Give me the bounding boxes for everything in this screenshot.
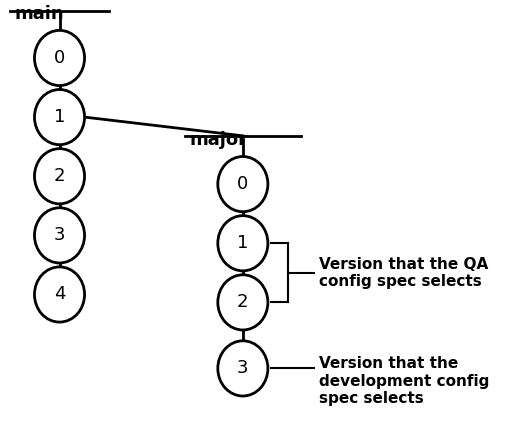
Text: 4: 4	[54, 285, 65, 304]
Text: 3: 3	[237, 360, 248, 377]
Circle shape	[218, 216, 268, 271]
Text: 0: 0	[54, 49, 65, 67]
Text: Version that the QA
config spec selects: Version that the QA config spec selects	[319, 257, 488, 289]
Circle shape	[35, 31, 84, 86]
Text: main: main	[15, 6, 65, 23]
Circle shape	[218, 275, 268, 330]
Text: major: major	[189, 131, 247, 149]
Circle shape	[35, 149, 84, 204]
Text: 2: 2	[54, 167, 65, 185]
Circle shape	[35, 267, 84, 322]
Circle shape	[35, 208, 84, 263]
Text: 1: 1	[54, 108, 65, 126]
Text: 2: 2	[237, 293, 248, 311]
Circle shape	[35, 89, 84, 145]
Text: Version that the
development config
spec selects: Version that the development config spec…	[319, 356, 489, 406]
Text: 0: 0	[237, 175, 248, 193]
Text: 3: 3	[54, 226, 65, 244]
Text: 1: 1	[237, 234, 248, 252]
Circle shape	[218, 341, 268, 396]
Circle shape	[218, 156, 268, 212]
